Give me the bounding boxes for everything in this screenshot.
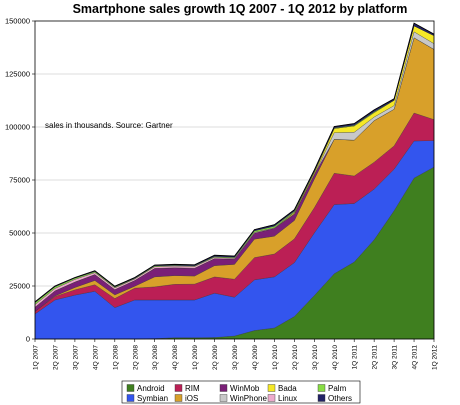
legend-label-symbian: Symbian [137,394,168,403]
x-tick-label: 2Q 2008 [132,345,139,370]
x-tick-label: 2Q 2010 [292,345,299,370]
legend-swatch-ios [174,394,183,402]
legend-swatch-winmob [219,384,228,392]
legend-label-palm: Palm [328,384,347,393]
x-tick-label: 1Q 2012 [432,345,439,370]
x-tick-label: 3Q 2009 [232,345,239,370]
x-tick-label: 4Q 2010 [332,345,339,370]
x-tick-label: 1Q 2011 [352,345,359,370]
stacked-areas [34,22,435,340]
total-outline [34,22,435,303]
legend-swatch-palm [317,384,326,392]
y-tick-label: 0 [26,335,30,344]
x-tick-label: 1Q 2007 [33,345,40,370]
x-tick-label: 3Q 2007 [72,345,79,370]
y-tick-label: 150000 [5,17,30,26]
legend-swatch-rim [174,384,183,392]
y-tick-label: 125000 [5,70,30,79]
legend-swatch-linux [267,394,276,402]
legend-label-winphone: WinPhone [230,394,267,403]
y-tick-label: 50000 [9,229,30,238]
x-tick-label: 4Q 2007 [92,345,99,370]
x-tick-label: 1Q 2009 [192,345,199,370]
x-tick-label: 3Q 2010 [312,345,319,370]
chart-title: Smartphone sales growth 1Q 2007 - 1Q 201… [73,2,408,16]
x-tick-label: 4Q 2009 [252,345,259,370]
legend-swatch-android [126,384,135,392]
legend-label-android: Android [137,384,165,393]
x-tick-label: 3Q 2008 [152,345,159,370]
y-tick-label: 75000 [9,176,30,185]
legend-swatch-winphone [219,394,228,402]
x-tick-label: 2Q 2011 [372,345,379,370]
x-tick-label: 2Q 2007 [52,345,59,370]
x-tick-label: 1Q 2010 [272,345,279,370]
legend-label-linux: Linux [278,394,297,403]
x-tick-label: 3Q 2011 [392,345,399,370]
y-tick-label: 25000 [9,282,30,291]
x-tick-label: 2Q 2009 [212,345,219,370]
legend-label-bada: Bada [278,384,297,393]
y-tick-label: 100000 [5,123,30,132]
x-axis-ticks: 1Q 2007 2Q 2007 3Q 2007 4Q 2007 1Q 2008 2Q 20… [33,339,439,370]
legend-label-winmob: WinMob [230,384,260,393]
x-tick-label: 4Q 2008 [172,345,179,370]
legend-label-ios: iOS [185,394,198,403]
legend-label-others: Others [328,394,352,403]
source-annotation: sales in thousands. Source: Gartner [45,121,173,130]
x-tick-label: 1Q 2008 [112,345,119,370]
y-axis-ticks: 0 25000 50000 75000 100000 125000 150000 [5,17,35,344]
legend-swatch-others [317,394,326,402]
legend-swatch-bada [267,384,276,392]
legend-swatch-symbian [126,394,135,402]
legend-label-rim: RIM [185,384,200,393]
x-tick-label: 4Q 2011 [412,345,419,370]
